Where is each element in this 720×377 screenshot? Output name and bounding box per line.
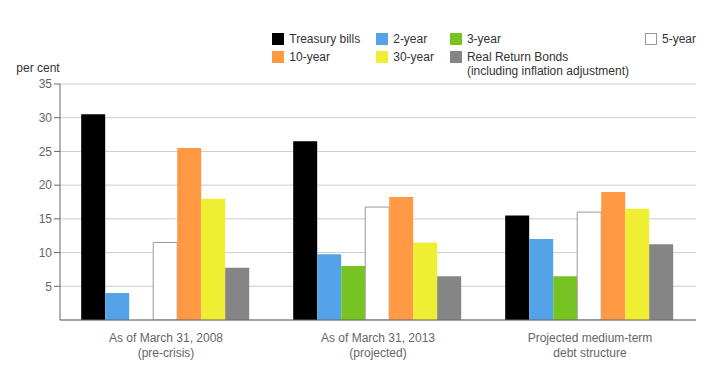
html-text:Treasury bills: Treasury bills	[289, 32, 361, 46]
svg-text:As of March 31, 2008(pre-crisi: As of March 31, 2008(pre-crisis)	[109, 331, 223, 360]
svg-text:30: 30	[39, 111, 53, 125]
svg-text:35: 35	[39, 77, 53, 91]
svg-text:Projected medium-termdebt stru: Projected medium-termdebt structure	[528, 331, 653, 360]
html-text:Real Return Bonds (including i: Real Return Bonds (including inflation a…	[466, 50, 629, 78]
html-text:5-year: 5-year	[662, 32, 696, 46]
svg-text:As of March 31, 2013(projected: As of March 31, 2013(projected)	[321, 331, 435, 360]
svg-text:15: 15	[39, 212, 53, 226]
svg-text:per cent: per cent	[16, 61, 60, 75]
svg-text:10: 10	[39, 246, 53, 260]
svg-text:5: 5	[45, 280, 52, 294]
html-text:30-year: 30-year	[393, 50, 434, 64]
html-text:2-year: 2-year	[393, 32, 428, 46]
svg-text:25: 25	[39, 145, 53, 159]
html-text:3-year: 3-year	[466, 32, 501, 46]
svg-text:20: 20	[39, 178, 53, 192]
html-text:10-year: 10-year	[289, 50, 330, 64]
